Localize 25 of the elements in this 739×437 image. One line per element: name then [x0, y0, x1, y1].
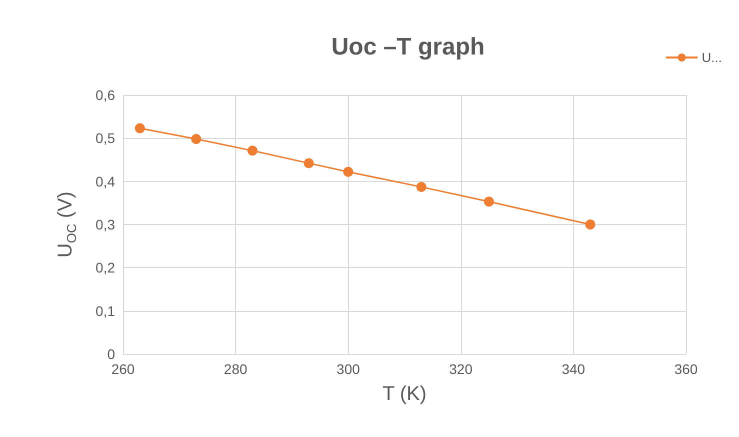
point — [343, 166, 354, 177]
y-axis-title: UOC (V) — [54, 191, 79, 258]
point — [248, 146, 258, 156]
point — [134, 123, 145, 134]
x-tick-label: 280 — [224, 361, 248, 377]
point — [585, 220, 596, 230]
x-tick-label: 260 — [111, 361, 135, 377]
chart-title: Uoc –T graph — [331, 34, 485, 60]
x-axis-title: T (K) — [382, 383, 427, 405]
x-tick-label: 360 — [674, 361, 698, 377]
x-tick-label: 300 — [336, 361, 360, 377]
point — [416, 182, 426, 192]
point — [191, 134, 202, 144]
point — [484, 196, 494, 207]
x-tick-label: 320 — [449, 361, 473, 377]
x-tick-label: 340 — [562, 361, 586, 377]
y-tick-label: 0,6 — [96, 87, 116, 103]
y-tick-label: 0 — [107, 346, 116, 362]
y-tick-label: 0,2 — [96, 260, 116, 276]
y-tick-label: 0,5 — [96, 130, 116, 146]
legend-label: U... — [702, 50, 722, 65]
y-tick-label: 0,4 — [96, 173, 116, 190]
y-tick-label: 0,1 — [96, 302, 116, 319]
y-tick-label: 0,3 — [96, 216, 116, 232]
point — [304, 158, 314, 168]
